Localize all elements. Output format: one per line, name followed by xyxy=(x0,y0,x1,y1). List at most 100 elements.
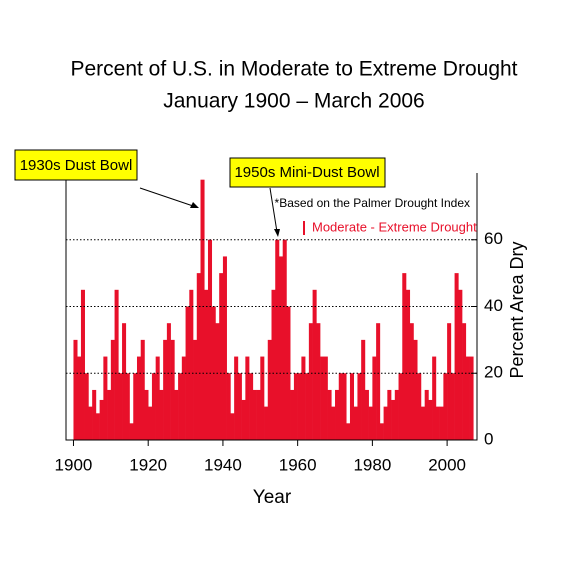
bar xyxy=(387,389,392,440)
bar xyxy=(323,356,328,440)
chart-title: Percent of U.S. in Moderate to Extreme D… xyxy=(70,58,517,81)
bar xyxy=(278,256,284,440)
bar xyxy=(103,356,108,440)
bar xyxy=(293,373,298,440)
bar xyxy=(406,289,411,440)
bar xyxy=(222,256,227,440)
bar xyxy=(129,423,134,440)
bar xyxy=(133,373,138,440)
bar xyxy=(174,389,179,440)
bar xyxy=(151,373,156,440)
bar xyxy=(73,339,78,440)
bar xyxy=(349,373,354,440)
bar xyxy=(84,373,89,440)
annotation: 1930s Dust Bowl xyxy=(20,157,133,174)
bar xyxy=(305,373,310,440)
bar xyxy=(458,289,463,440)
bar xyxy=(193,339,198,440)
bar xyxy=(118,373,123,440)
bar xyxy=(125,373,130,440)
axis-frame xyxy=(65,173,478,441)
bar xyxy=(447,323,452,440)
bar xyxy=(249,373,254,440)
bar xyxy=(166,323,171,440)
bar xyxy=(417,373,422,440)
bar xyxy=(379,423,384,440)
bar xyxy=(424,389,429,440)
x-tick-label: 1900 xyxy=(55,455,93,474)
bar xyxy=(110,339,115,440)
bar xyxy=(264,406,269,440)
bar xyxy=(331,406,336,440)
bar xyxy=(465,356,470,440)
bar xyxy=(443,373,448,440)
bar xyxy=(88,406,93,440)
bar xyxy=(136,356,142,440)
note: *Based on the Palmer Drought Index xyxy=(275,196,470,210)
bar xyxy=(342,373,347,440)
bar xyxy=(245,356,250,440)
bar xyxy=(435,406,440,440)
bar xyxy=(439,406,444,440)
bar xyxy=(92,389,97,440)
bar xyxy=(346,423,351,440)
arrowhead xyxy=(190,202,199,208)
x-tick-label: 1980 xyxy=(353,455,391,474)
bar xyxy=(144,389,149,440)
bar xyxy=(207,239,213,440)
arrowhead xyxy=(274,229,280,237)
plot-area: 0 20 40 60 1900 1920 1940 1960 1980 2000 xyxy=(55,173,503,474)
arrow xyxy=(269,187,278,233)
bar xyxy=(361,339,366,440)
bar xyxy=(219,273,224,440)
bar xyxy=(394,389,399,440)
bar xyxy=(237,373,242,440)
x-axis-label: Year xyxy=(253,487,292,508)
bar xyxy=(226,373,231,440)
bar xyxy=(316,323,321,440)
bar xyxy=(234,356,239,440)
annotation-box xyxy=(229,157,386,188)
bar xyxy=(155,356,160,440)
bar xyxy=(402,273,407,440)
bar xyxy=(301,356,306,440)
bar xyxy=(80,289,85,440)
bar xyxy=(450,373,455,440)
bar xyxy=(267,339,272,440)
y-axis-label: Percent Area Dry xyxy=(507,241,527,378)
annotation-box xyxy=(14,149,138,181)
bar xyxy=(140,339,145,440)
bar xyxy=(327,389,332,440)
y-tick-label: 60 xyxy=(484,229,503,248)
bar xyxy=(286,306,291,440)
bar xyxy=(357,373,362,440)
bar xyxy=(241,399,246,440)
bar xyxy=(99,399,104,440)
bar xyxy=(282,239,287,440)
bar xyxy=(353,406,358,440)
x-tick-label: 1940 xyxy=(204,455,242,474)
bar xyxy=(215,323,220,440)
bar xyxy=(275,239,280,440)
bar xyxy=(181,356,186,440)
bar xyxy=(454,273,459,440)
bar xyxy=(372,356,377,440)
bar xyxy=(148,406,153,440)
bar xyxy=(308,323,313,440)
bar xyxy=(364,389,369,440)
bar xyxy=(398,373,403,440)
y-tick-label: 20 xyxy=(484,363,503,382)
bar xyxy=(256,389,261,440)
bar xyxy=(178,373,183,440)
bar xyxy=(196,273,201,440)
bar xyxy=(376,323,381,440)
x-tick-label: 1960 xyxy=(279,455,317,474)
x-tick-label: 2000 xyxy=(428,455,466,474)
annotation: 1950s Mini-Dust Bowl xyxy=(234,164,379,181)
bar xyxy=(252,389,257,440)
bar xyxy=(432,356,437,440)
bar xyxy=(122,323,127,440)
bar xyxy=(185,306,190,440)
bar xyxy=(271,289,276,440)
